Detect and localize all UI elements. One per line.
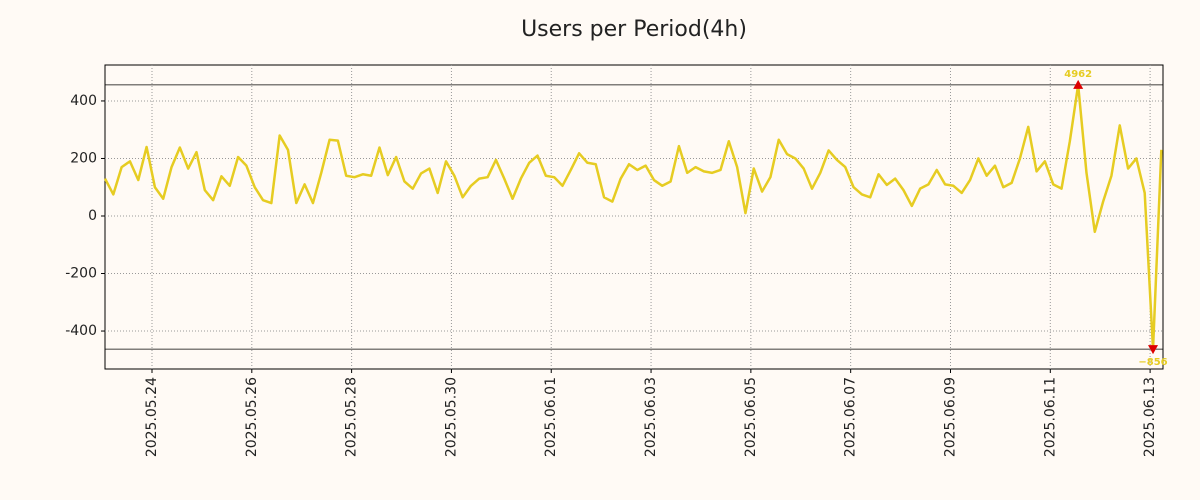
x-tick-label: 2025.06.09	[942, 377, 958, 457]
y-tick-label: 400	[70, 93, 97, 109]
x-tick-label: 2025.06.11	[1042, 377, 1058, 457]
y-tick-label: -200	[65, 266, 97, 282]
x-tick-label: 2025.06.01	[543, 377, 559, 457]
y-tick-label: 200	[70, 150, 97, 166]
y-tick-label: 0	[88, 208, 97, 224]
y-tick-label: -400	[65, 323, 97, 339]
x-tick-label: 2025.05.28	[344, 377, 360, 457]
plot-frame	[104, 64, 1164, 370]
x-tick-label: 2025.06.03	[643, 377, 659, 457]
annotation-label: 4962	[1064, 69, 1092, 80]
chart-title: Users per Period(4h)	[521, 17, 747, 42]
x-tick-label: 2025.05.24	[144, 377, 160, 457]
x-tick-label: 2025.06.07	[843, 377, 859, 457]
x-tick-label: 2025.05.26	[244, 377, 260, 457]
x-tick-label: 2025.06.05	[743, 377, 759, 457]
annotation-marker	[1148, 345, 1159, 355]
annotation-marker	[1073, 79, 1084, 89]
annotation-label: −856	[1138, 357, 1167, 368]
series-line	[103, 83, 1163, 351]
x-tick-label: 2025.06.13	[1142, 377, 1158, 457]
x-tick-label: 2025.05.30	[443, 377, 459, 457]
